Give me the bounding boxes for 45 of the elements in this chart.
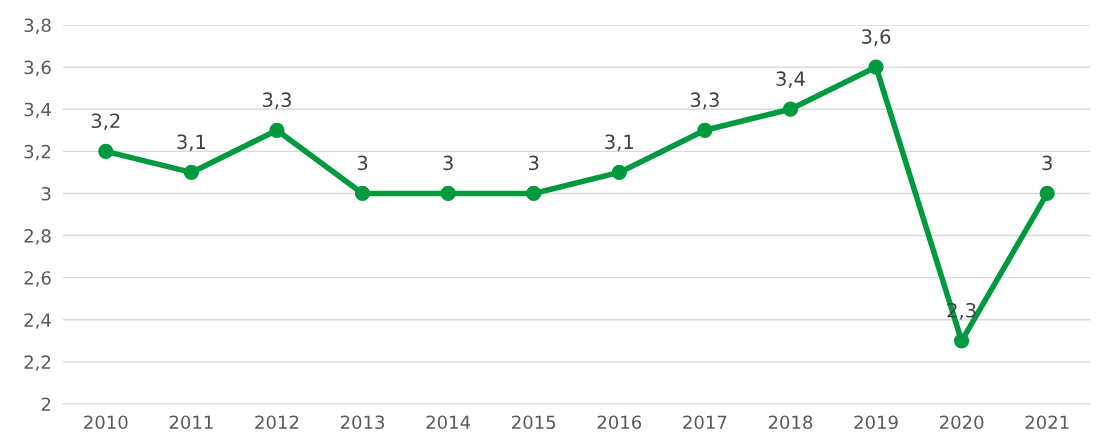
data-label: 3 [443,155,453,171]
x-tick-label: 2010 [84,415,128,430]
point [1039,185,1055,202]
y-tick-label: 3,6 [24,60,51,77]
point [611,164,627,181]
point [526,185,542,202]
point [868,59,884,75]
point [697,122,713,138]
y-tick-label: 2,6 [24,271,51,287]
x-tick-label: 2017 [683,415,727,430]
point [782,101,799,117]
data-label: 3,3 [262,92,291,110]
x-tick-label: 2018 [768,415,813,430]
x-tick-label: 2019 [854,415,898,430]
point [354,185,371,202]
data-label: 3 [357,155,368,171]
y-tick-label: 2 [41,397,51,411]
data-label: 3 [1042,155,1052,171]
data-label: 3,4 [776,71,805,88]
data-label: 3 [529,155,539,171]
data-label: 3,1 [177,134,206,152]
x-tick-label: 2020 [939,415,984,430]
x-tick-label: 2015 [512,415,556,430]
point [953,333,970,349]
point [269,122,285,138]
point [98,143,114,159]
data-label: 3,2 [91,113,120,131]
y-tick-label: 3 [41,186,51,201]
y-tick-label: 2,2 [24,355,51,371]
x-tick-label: 2012 [255,415,299,430]
x-tick-label: 2021 [1025,415,1069,430]
x-tick-label: 2014 [426,415,471,430]
data-label: 3,1 [605,134,633,152]
y-tick-label: 3,8 [24,18,51,34]
point [183,164,200,181]
y-tick-label: 3,2 [24,144,51,161]
y-tick-label: 2,8 [24,229,51,245]
y-tick-label: 3,4 [24,102,51,119]
data-label: 3,6 [862,29,891,46]
x-tick-label: 2013 [340,415,385,430]
x-tick-label: 2016 [597,415,642,430]
point [440,185,456,202]
x-tick-label: 2011 [169,415,213,430]
data-label: 3,3 [690,92,719,110]
y-tick-label: 2,4 [24,313,51,329]
